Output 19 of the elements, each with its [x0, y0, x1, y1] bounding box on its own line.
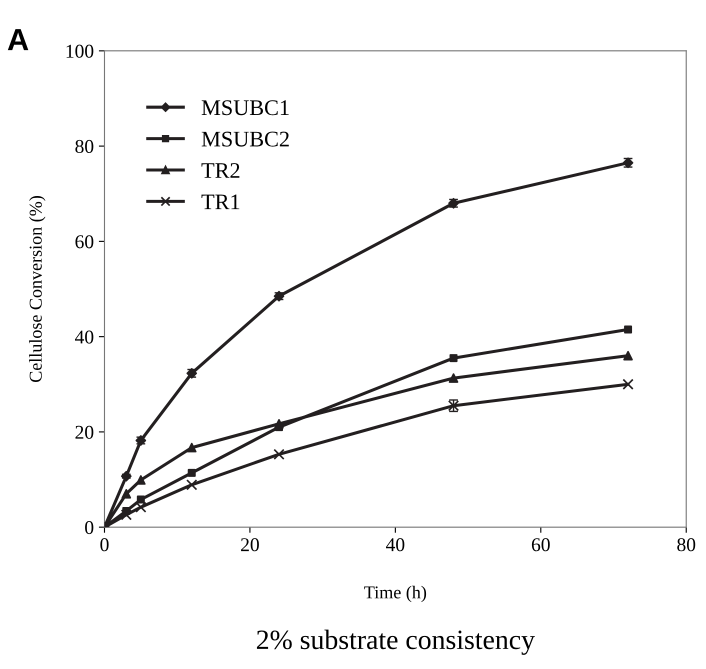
y-axis-title: Cellulose Conversion (%)	[29, 196, 46, 382]
y-tick-label: 100	[66, 44, 94, 58]
y-tick-label: 20	[75, 426, 94, 439]
x-tick-label: 60	[532, 538, 550, 552]
x-tick-label: 20	[241, 538, 259, 552]
legend-label: MSUBC2	[202, 132, 289, 147]
y-tick-label: 40	[75, 330, 94, 344]
x-tick-label: 40	[386, 538, 404, 552]
y-tick-label: 0	[85, 520, 94, 534]
x-axis-title: Time (h)	[364, 586, 426, 602]
x-tick-label: 0	[100, 538, 109, 552]
text: A	[8, 29, 28, 50]
legend-label: MSUBC1	[202, 100, 289, 116]
legend-label: TR2	[201, 163, 240, 178]
y-tick-label: 80	[75, 140, 94, 154]
x-tick-label: 80	[677, 538, 696, 552]
legend-label: TR1	[201, 194, 240, 210]
text: 2% substrate consistency	[256, 630, 535, 655]
y-tick-label: 60	[75, 235, 94, 248]
